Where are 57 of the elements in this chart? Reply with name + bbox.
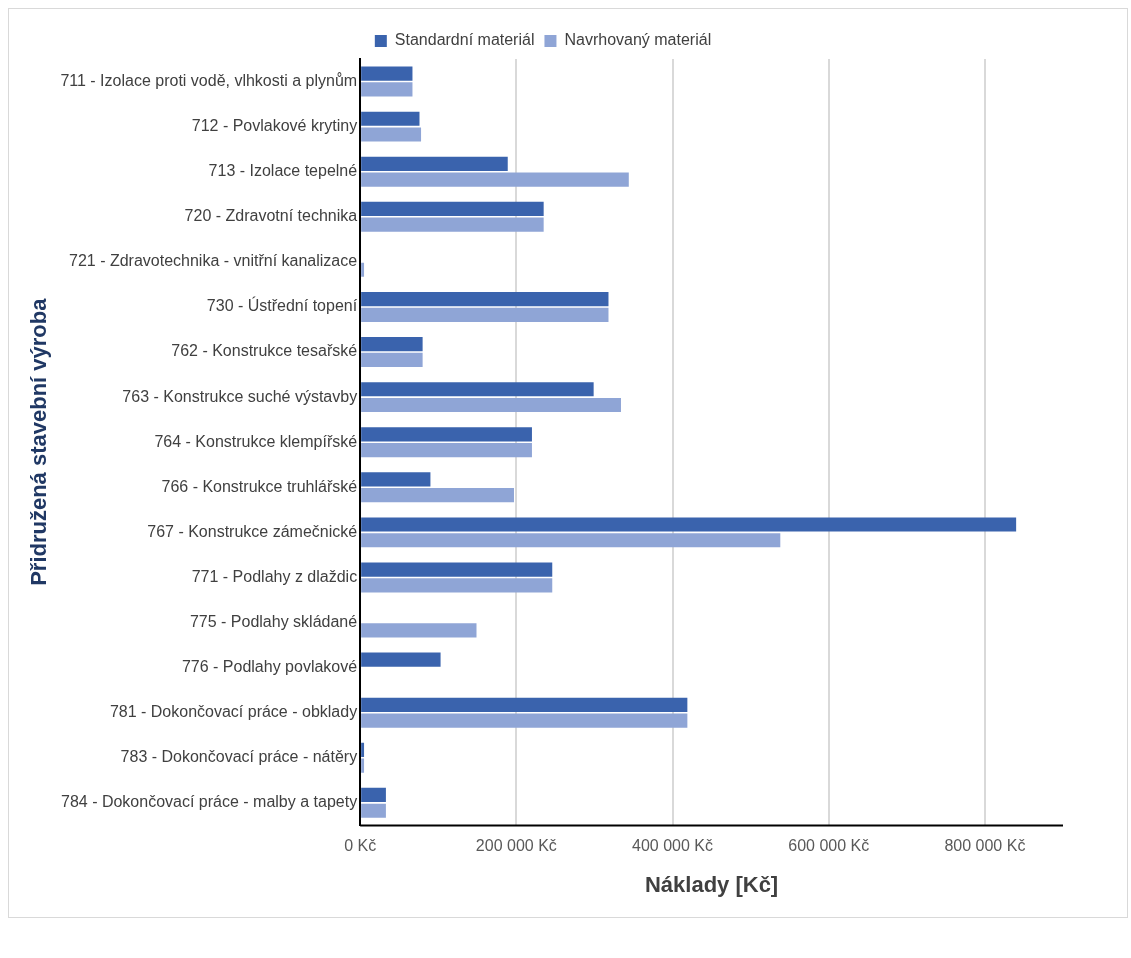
bar (361, 533, 781, 548)
y-tick-label: 784 - Dokončovací práce - malby a tapety (60, 793, 358, 811)
y-tick-label: 775 - Podlahy skládané (189, 612, 358, 630)
bar (361, 562, 553, 577)
bar (361, 488, 514, 503)
y-tick-label: 766 - Konstrukce truhlářské (161, 477, 358, 495)
bar (361, 652, 441, 667)
bar (361, 623, 477, 638)
bar (361, 217, 544, 232)
x-tick-label: 800 000 Kč (944, 837, 1026, 855)
y-tick-label: 712 - Povlakové krytiny (191, 117, 358, 135)
y-tick-label: 781 - Dokončovací práce - obklady (109, 703, 358, 721)
legend-label: Standardní materiál (394, 31, 535, 49)
bar (361, 517, 1017, 532)
bar (361, 172, 629, 187)
legend-label: Navrhovaný materiál (564, 31, 712, 49)
y-tick-label: 771 - Podlahy z dlaždic (191, 567, 358, 585)
bar (361, 201, 544, 216)
y-tick-label: 776 - Podlahy povlakové (181, 658, 358, 676)
bar (361, 127, 422, 142)
y-tick-label: 711 - Izolace proti vodě, vlhkosti a plynům (60, 71, 358, 89)
bar (361, 307, 609, 322)
bar (361, 111, 420, 126)
y-tick-label: 721 - Zdravotechnika - vnitřní kanalizace (69, 252, 358, 270)
y-tick-label: 783 - Dokončovací práce - nátěry (120, 748, 358, 766)
y-axis-title: Přidružená stavební výroba (26, 297, 52, 586)
y-tick-label: 764 - Konstrukce klempířské (154, 432, 358, 450)
x-tick-label: 200 000 Kč (475, 837, 557, 855)
bar (361, 442, 532, 458)
bar (361, 397, 621, 413)
x-tick-label: 400 000 Kč (632, 837, 713, 855)
y-tick-label: 762 - Konstrukce tesařské (171, 342, 358, 360)
bar (361, 337, 423, 352)
bar (361, 382, 594, 397)
y-tick-label: 720 - Zdravotní technika (184, 207, 358, 225)
bar (361, 156, 508, 171)
y-tick-label: 713 - Izolace tepelné (208, 162, 358, 180)
bar (361, 803, 386, 818)
bar (361, 697, 688, 712)
y-tick-label: 763 - Konstrukce suché výstavby (122, 387, 358, 405)
bar (361, 291, 609, 307)
bar (361, 472, 431, 487)
y-tick-label: 730 - Ústřední topení (206, 296, 358, 315)
bar (361, 66, 413, 81)
x-tick-label: 600 000 Kč (788, 837, 870, 855)
bar (361, 578, 553, 593)
bar (361, 758, 365, 773)
y-tick-label: 767 - Konstrukce zámečnické (147, 522, 358, 540)
x-axis-title: Náklady [Kč] (644, 871, 779, 897)
bar (361, 82, 413, 97)
bar (361, 787, 386, 803)
bar (361, 713, 688, 728)
bar (361, 427, 532, 442)
bar (361, 262, 365, 277)
x-tick-label: 0 Kč (344, 837, 377, 855)
bar (361, 742, 365, 757)
bar (361, 352, 423, 368)
